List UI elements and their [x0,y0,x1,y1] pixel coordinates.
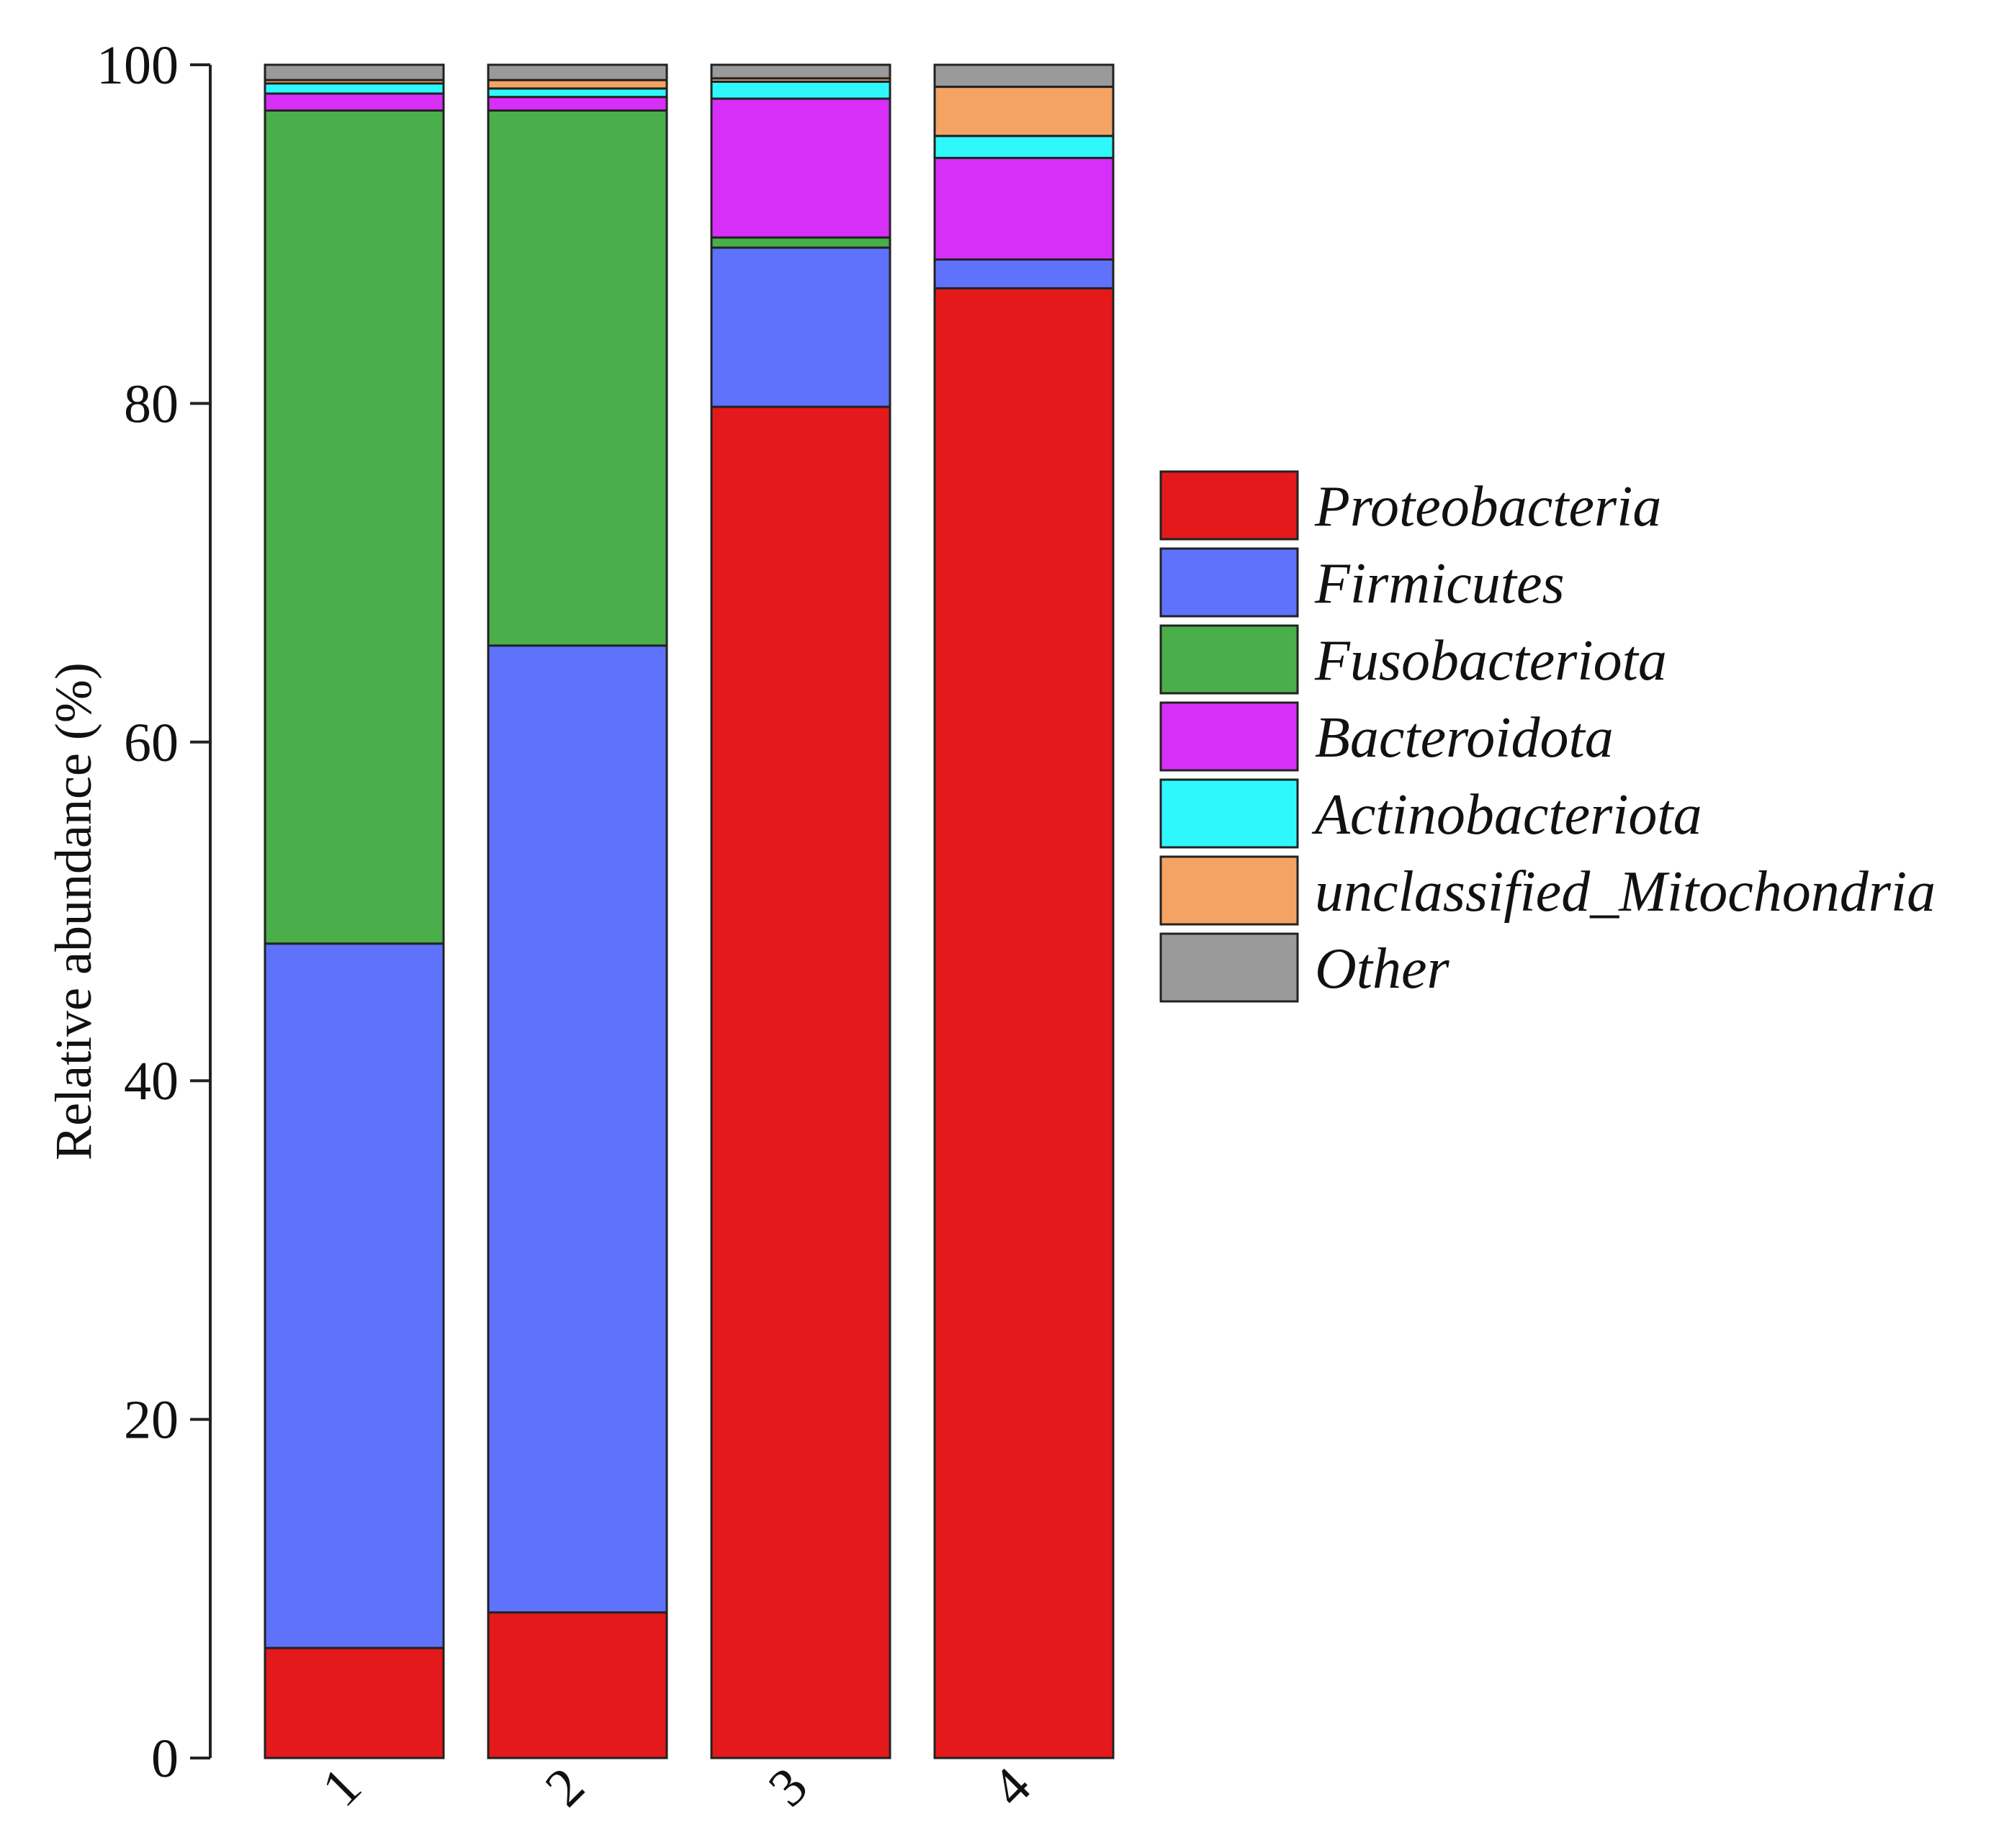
legend-entry-firmicutes: Firmicutes [1159,547,1565,618]
legend-entry-fusobacteriota: Fusobacteriota [1159,624,1667,695]
x-tick-label-4: 4 [980,1756,1042,1818]
bar-group-4 [933,63,1115,1759]
bar-segment-3-actinobacteriota [710,81,891,100]
bar-segment-1-fusobacteriota [264,109,445,945]
x-tick-label-2: 2 [534,1756,595,1818]
x-tick-label-1: 1 [310,1756,372,1818]
bar-segment-3-other [710,63,891,80]
y-tick-label-80: 80 [124,374,179,434]
bar-segment-3-fusobacteriota [710,236,891,249]
legend-swatch-firmicutes [1159,547,1299,618]
bar-segment-4-other [933,63,1115,89]
y-axis-title: Relative abundance (%) [45,662,102,1160]
legend-entry-actinobacteriota: Actinobacteriota [1159,778,1702,849]
bar-segment-2-unclassified-mitochondria [487,78,668,90]
bar-group-2 [487,63,668,1759]
bar-segment-2-proteobacteria [487,1611,668,1759]
legend-label-firmicutes: Firmicutes [1314,552,1565,616]
bar-segment-2-fusobacteriota [487,109,668,647]
bar-segment-3-proteobacteria [710,405,891,1759]
bar-segment-4-proteobacteria [933,287,1115,1759]
bar-segment-4-actinobacteriota [933,135,1115,159]
legend-swatch-actinobacteriota [1159,778,1299,849]
legend-entry-other: Other [1159,932,1450,1003]
y-tick-label-40: 40 [124,1051,179,1112]
y-axis: 0 20 40 60 80 100 [96,35,212,1789]
bar-segment-1-proteobacteria [264,1646,445,1759]
bar-group-3 [710,63,891,1759]
legend-swatch-bacteroidota [1159,701,1299,772]
bar-segment-1-bacteroidota [264,92,445,112]
legend-swatch-fusobacteriota [1159,624,1299,695]
legend-label-proteobacteria: Proteobacteria [1314,475,1661,538]
bar-segment-2-actinobacteriota [487,87,668,99]
y-tick-label-100: 100 [96,35,179,96]
bar-segment-2-other [487,63,668,81]
y-tick-label-60: 60 [124,713,179,773]
bar-group-1 [264,63,445,1759]
legend: Proteobacteria Firmicutes Fusobacteriota Ba… [1159,470,1936,1003]
legend-label-bacteroidota: Bacteroidota [1315,706,1614,770]
bar-segment-1-other [264,63,445,81]
legend-entry-bacteroidota: Bacteroidota [1159,701,1614,772]
bar-segment-2-firmicutes [487,644,668,1614]
legend-label-unclassified-mitochondria: unclassified_Mitochondria [1315,860,1936,924]
y-tick-label-20: 20 [124,1390,179,1451]
bar-segment-1-actinobacteriota [264,82,445,95]
bar-segment-4-firmicutes [933,258,1115,289]
x-tick-label-3: 3 [757,1756,819,1818]
x-axis-labels: 1 2 3 4 [310,1756,1042,1818]
bar-segment-3-bacteroidota [710,97,891,239]
legend-swatch-unclassified-mitochondria [1159,855,1299,926]
bar-segment-4-bacteroidota [933,156,1115,261]
bar-segment-2-bacteroidota [487,96,668,112]
bars-layer [264,63,1115,1759]
legend-entry-proteobacteria: Proteobacteria [1159,470,1661,541]
y-tick-label-0: 0 [151,1728,179,1789]
bar-segment-4-unclassified-mitochondria [933,86,1115,138]
legend-swatch-other [1159,932,1299,1003]
legend-label-other: Other [1315,937,1450,1001]
bar-segment-1-firmicutes [264,942,445,1649]
legend-swatch-proteobacteria [1159,470,1299,541]
legend-label-fusobacteriota: Fusobacteriota [1314,629,1667,693]
bar-segment-3-firmicutes [710,246,891,408]
legend-label-actinobacteriota: Actinobacteriota [1311,783,1702,847]
legend-entry-unclassified-mitochondria: unclassified_Mitochondria [1159,855,1936,926]
